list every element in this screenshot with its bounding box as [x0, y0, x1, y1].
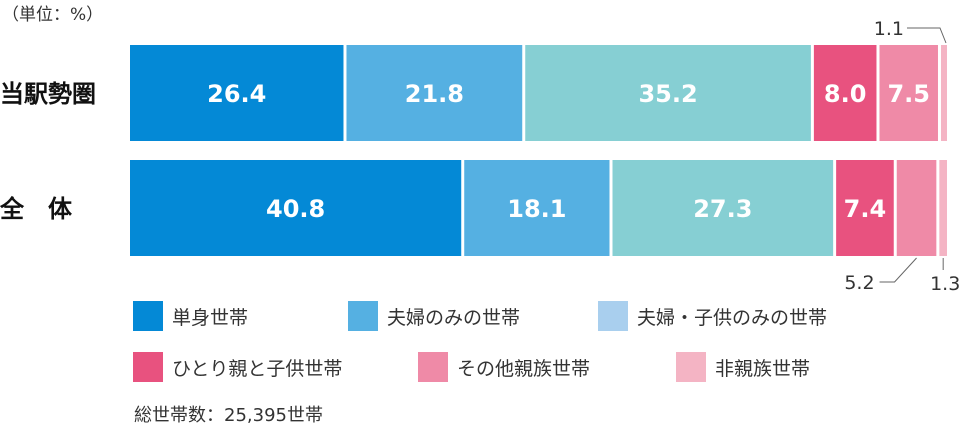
data-label-overall-single-parent: 7.4 [844, 195, 887, 223]
bar-station-area-single [130, 45, 344, 141]
legend-item-single-parent: ひとり親と子供世帯 [133, 352, 418, 382]
legend: 単身世帯 夫婦のみの世帯 夫婦・子供のみの世帯 ひとり親と子供世帯 その他親族世… [133, 300, 953, 402]
legend-swatch-couple [348, 301, 378, 331]
legend-item-couple-children: 夫婦・子供のみの世帯 [598, 301, 827, 331]
legend-label-non-relatives: 非親族世帯 [715, 357, 811, 380]
bar-overall-non-relatives [939, 160, 947, 256]
leader-line-overall-other-relatives [879, 257, 917, 283]
legend-swatch-other-relatives [418, 352, 448, 382]
legend-label-other-relatives: その他親族世帯 [457, 357, 591, 380]
bar-overall-single [130, 160, 462, 256]
legend-item-other-relatives: その他親族世帯 [418, 352, 676, 382]
data-label-station-area-couple-children: 35.2 [638, 80, 697, 108]
legend-swatch-single [133, 301, 163, 331]
legend-label-couple: 夫婦のみの世帯 [387, 306, 521, 329]
data-label-overall-non-relatives: 1.3 [930, 273, 960, 295]
stacked-bar-chart: 当駅勢圏 26.4 21.8 35.2 8.0 7.5 1.1 全 体 40.8 18.1 27.3… [0, 18, 960, 295]
bar-overall-single-parent [836, 160, 894, 256]
bar-station-area-non-relatives [940, 45, 947, 141]
legend-swatch-single-parent [133, 352, 163, 382]
bar-station-area-couple-children [525, 45, 811, 141]
legend-label-single: 単身世帯 [172, 306, 249, 329]
data-label-overall-couple: 18.1 [507, 195, 566, 223]
data-label-station-area-single: 26.4 [207, 80, 266, 108]
legend-item-non-relatives: 非親族世帯 [676, 352, 810, 382]
data-label-overall-other-relatives: 5.2 [844, 272, 874, 294]
data-label-station-area-non-relatives: 1.1 [874, 18, 904, 40]
bar-station-area-couple [346, 45, 523, 141]
legend-label-single-parent: ひとり親と子供世帯 [172, 357, 343, 380]
bar-station-area-other-relatives [879, 45, 938, 141]
legend-swatch-couple-children [598, 301, 628, 331]
bar-station-area-single-parent [813, 45, 877, 141]
data-label-overall-single: 40.8 [266, 195, 325, 223]
category-label-overall: 全 体 [0, 195, 73, 223]
data-label-station-area-other-relatives: 7.5 [887, 80, 930, 108]
data-label-station-area-single-parent: 8.0 [824, 80, 867, 108]
legend-row-2: ひとり親と子供世帯 その他親族世帯 非親族世帯 [133, 351, 953, 383]
legend-item-single: 単身世帯 [133, 301, 348, 331]
legend-label-couple-children: 夫婦・子供のみの世帯 [637, 306, 828, 329]
leader-line-station-area-non-relatives [906, 27, 947, 44]
unit-label: （単位：%） [2, 5, 104, 25]
data-label-station-area-couple: 21.8 [405, 80, 464, 108]
legend-item-couple: 夫婦のみの世帯 [348, 301, 598, 331]
bar-overall-other-relatives [896, 160, 937, 256]
legend-swatch-non-relatives [676, 352, 706, 382]
total-households: 総世帯数：25,395世帯 [134, 405, 323, 426]
legend-row-1: 単身世帯 夫婦のみの世帯 夫婦・子供のみの世帯 [133, 300, 953, 332]
category-label-station-area: 当駅勢圏 [0, 80, 96, 108]
bar-overall-couple [464, 160, 610, 256]
data-label-overall-couple-children: 27.3 [693, 195, 752, 223]
bar-overall-couple-children [612, 160, 834, 256]
